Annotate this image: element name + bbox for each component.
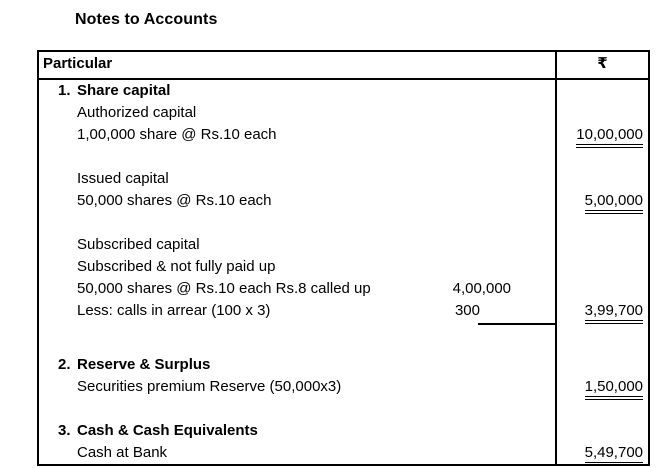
row-particulars: 2. Reserve & Surplus [39, 354, 555, 376]
table-row: Subscribed capital [39, 234, 648, 256]
row-particulars: 50,000 shares @ Rs.10 each [39, 190, 555, 212]
row-amount-cell: 5,00,000 [555, 190, 648, 214]
table-row-blank [39, 322, 648, 344]
table-row: 50,000 shares @ Rs.10 each Rs.8 called u… [39, 278, 648, 300]
item-text: Cash at Bank [77, 444, 168, 461]
row-particulars: Subscribed & not fully paid up [39, 256, 555, 278]
row-amount-cell [555, 420, 648, 442]
table-row-blank [39, 212, 648, 234]
row-amount-cell [555, 146, 648, 168]
item-text: Securities premium Reserve (50,000x3) [77, 378, 342, 395]
row-particulars: Subscribed capital [39, 234, 555, 256]
row-particulars [39, 344, 555, 354]
section-heading: Share capital [77, 82, 171, 99]
item-text: Subscribed & not fully paid up [77, 258, 276, 275]
amount-value: 5,00,000 [584, 191, 643, 214]
row-particulars: 1. Share capital [39, 80, 555, 102]
row-particulars: Authorized capital [39, 102, 555, 124]
item-text: Authorized capital [77, 104, 197, 121]
row-amount-cell [555, 398, 648, 420]
row-particulars: Issued capital [39, 168, 555, 190]
amount-value: 1,50,000 [584, 377, 643, 400]
amount-value: 5,49,700 [584, 443, 643, 466]
row-amount-cell [555, 102, 648, 124]
row-amount-cell [555, 256, 648, 278]
section-heading: Cash & Cash Equivalents [77, 422, 258, 439]
table-row: 3. Cash & Cash Equivalents [39, 420, 648, 442]
item-text: 50,000 shares @ Rs.10 each Rs.8 called u… [77, 280, 371, 297]
table-row-spacer [39, 344, 648, 354]
notes-to-accounts-table: Particular ₹ 1. Share capital Authorized … [37, 50, 650, 466]
item-text: Less: calls in arrear (100 x 3) [77, 302, 271, 319]
table-row: Securities premium Reserve (50,000x3) 1,… [39, 376, 648, 400]
amount-value: 3,99,700 [584, 301, 643, 324]
row-amount-cell: 1,50,000 [555, 376, 648, 400]
table-row: Authorized capital [39, 102, 648, 124]
item-text: 50,000 shares @ Rs.10 each [77, 192, 272, 209]
inner-amount-value: 4,00,000 [452, 280, 511, 297]
table-row: Issued capital [39, 168, 648, 190]
item-text: 1,00,000 share @ Rs.10 each [77, 126, 277, 143]
row-particulars [39, 398, 555, 420]
table-row-blank [39, 398, 648, 420]
table-row: 1,00,000 share @ Rs.10 each 10,00,000 [39, 124, 648, 148]
section-heading: Reserve & Surplus [77, 356, 211, 373]
column-header-rupee: ₹ [555, 52, 648, 78]
row-particulars: 3. Cash & Cash Equivalents [39, 420, 555, 442]
item-number: 1. [58, 82, 71, 99]
row-amount-cell [555, 234, 648, 256]
table-row: Cash at Bank 5,49,700 [39, 442, 648, 466]
row-amount-cell [555, 354, 648, 376]
table-row: 50,000 shares @ Rs.10 each 5,00,000 [39, 190, 648, 214]
row-particulars [39, 322, 555, 344]
table-row: 1. Share capital [39, 80, 648, 102]
row-particulars: Cash at Bank [39, 442, 555, 464]
row-particulars: Less: calls in arrear (100 x 3) 300 [39, 300, 555, 325]
item-number: 3. [58, 422, 71, 439]
table-row-blank [39, 146, 648, 168]
row-amount-cell [555, 344, 648, 354]
table-row: Subscribed & not fully paid up [39, 256, 648, 278]
subtraction-total-line [478, 323, 555, 325]
row-amount-cell [555, 168, 648, 190]
amount-value: 10,00,000 [576, 125, 643, 148]
row-particulars [39, 146, 555, 168]
table-row: 2. Reserve & Surplus [39, 354, 648, 376]
page-title: Notes to Accounts [75, 11, 218, 28]
row-amount-cell [555, 322, 648, 344]
table-row: Less: calls in arrear (100 x 3) 300 3,99,… [39, 300, 648, 325]
item-number: 2. [58, 356, 71, 373]
row-particulars: Securities premium Reserve (50,000x3) [39, 376, 555, 398]
row-particulars [39, 212, 555, 234]
row-amount-cell [555, 212, 648, 234]
inner-amount-value: 300 [454, 302, 480, 319]
row-amount-cell [555, 80, 648, 102]
item-text: Subscribed capital [77, 236, 200, 253]
row-amount-cell: 5,49,700 [555, 442, 648, 466]
column-header-particular: Particular [43, 55, 113, 72]
row-amount-cell: 3,99,700 [555, 300, 648, 324]
table-header-row: Particular ₹ [39, 52, 648, 80]
item-text: Issued capital [77, 170, 169, 187]
row-amount-cell [555, 278, 648, 300]
row-particulars: 1,00,000 share @ Rs.10 each [39, 124, 555, 146]
row-particulars: 50,000 shares @ Rs.10 each Rs.8 called u… [39, 278, 555, 300]
row-amount-cell: 10,00,000 [555, 124, 648, 148]
